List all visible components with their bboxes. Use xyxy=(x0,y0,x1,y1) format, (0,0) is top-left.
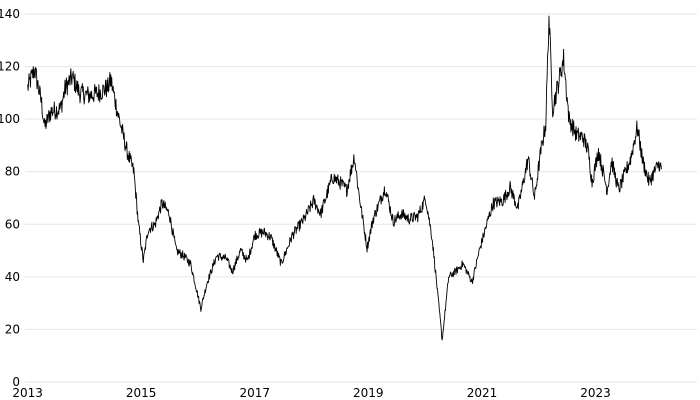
x-tick-label: 2013 xyxy=(12,386,43,400)
y-tick-label: 20 xyxy=(5,322,20,336)
y-tick-label: 120 xyxy=(0,60,20,74)
y-tick-label: 80 xyxy=(5,165,20,179)
y-tick-label: 0 xyxy=(12,375,20,389)
y-tick-label: 140 xyxy=(0,7,20,21)
y-tick-label: 100 xyxy=(0,112,20,126)
price-series-line xyxy=(27,15,662,341)
y-tick-label: 60 xyxy=(5,217,20,231)
x-tick-label: 2015 xyxy=(126,386,157,400)
x-tick-label: 2023 xyxy=(580,386,611,400)
x-tick-label: 2021 xyxy=(467,386,498,400)
x-tick-label: 2017 xyxy=(240,386,271,400)
y-tick-label: 40 xyxy=(5,270,20,284)
x-tick-label: 2019 xyxy=(353,386,384,400)
